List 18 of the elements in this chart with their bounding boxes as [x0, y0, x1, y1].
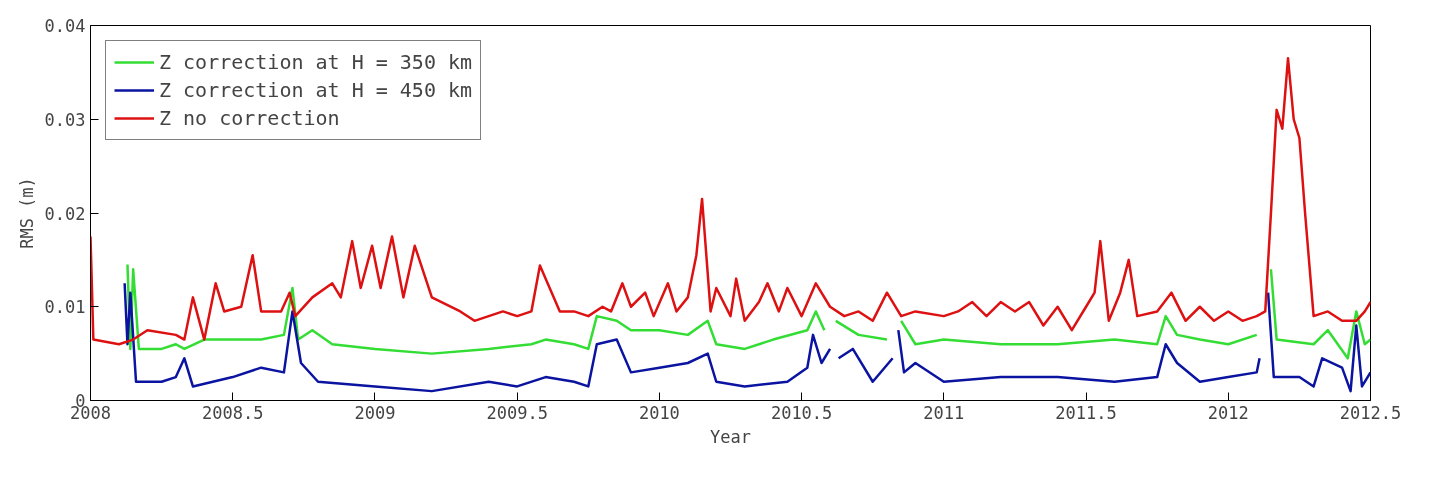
x-tick-label: 2009.5 — [486, 402, 548, 423]
x-tick-label: 2010 — [638, 402, 680, 423]
x-tick-label: 2012 — [1207, 402, 1249, 423]
x-axis-title: Year — [710, 426, 751, 447]
x-tick-label: 2012.5 — [1339, 402, 1402, 423]
x-tick-label: 2009 — [354, 402, 396, 423]
legend-label: Z no correction — [159, 105, 340, 131]
x-tick-label: 2011.5 — [1055, 402, 1117, 423]
y-tick-label: 0.02 — [44, 203, 86, 224]
y-tick-label: 0.01 — [44, 297, 86, 318]
y-tick-label: 0.04 — [44, 16, 86, 36]
x-tick-label: 2010.5 — [770, 402, 833, 423]
x-tick-label: 2011 — [923, 402, 965, 423]
legend-label: Z correction at H = 350 km — [159, 49, 473, 75]
y-tick-label: 0.03 — [44, 109, 86, 130]
y-axis-title: RMS (m) — [16, 177, 37, 249]
x-tick-label: 2008.5 — [202, 402, 264, 423]
legend-label: Z correction at H = 450 km — [159, 77, 473, 103]
